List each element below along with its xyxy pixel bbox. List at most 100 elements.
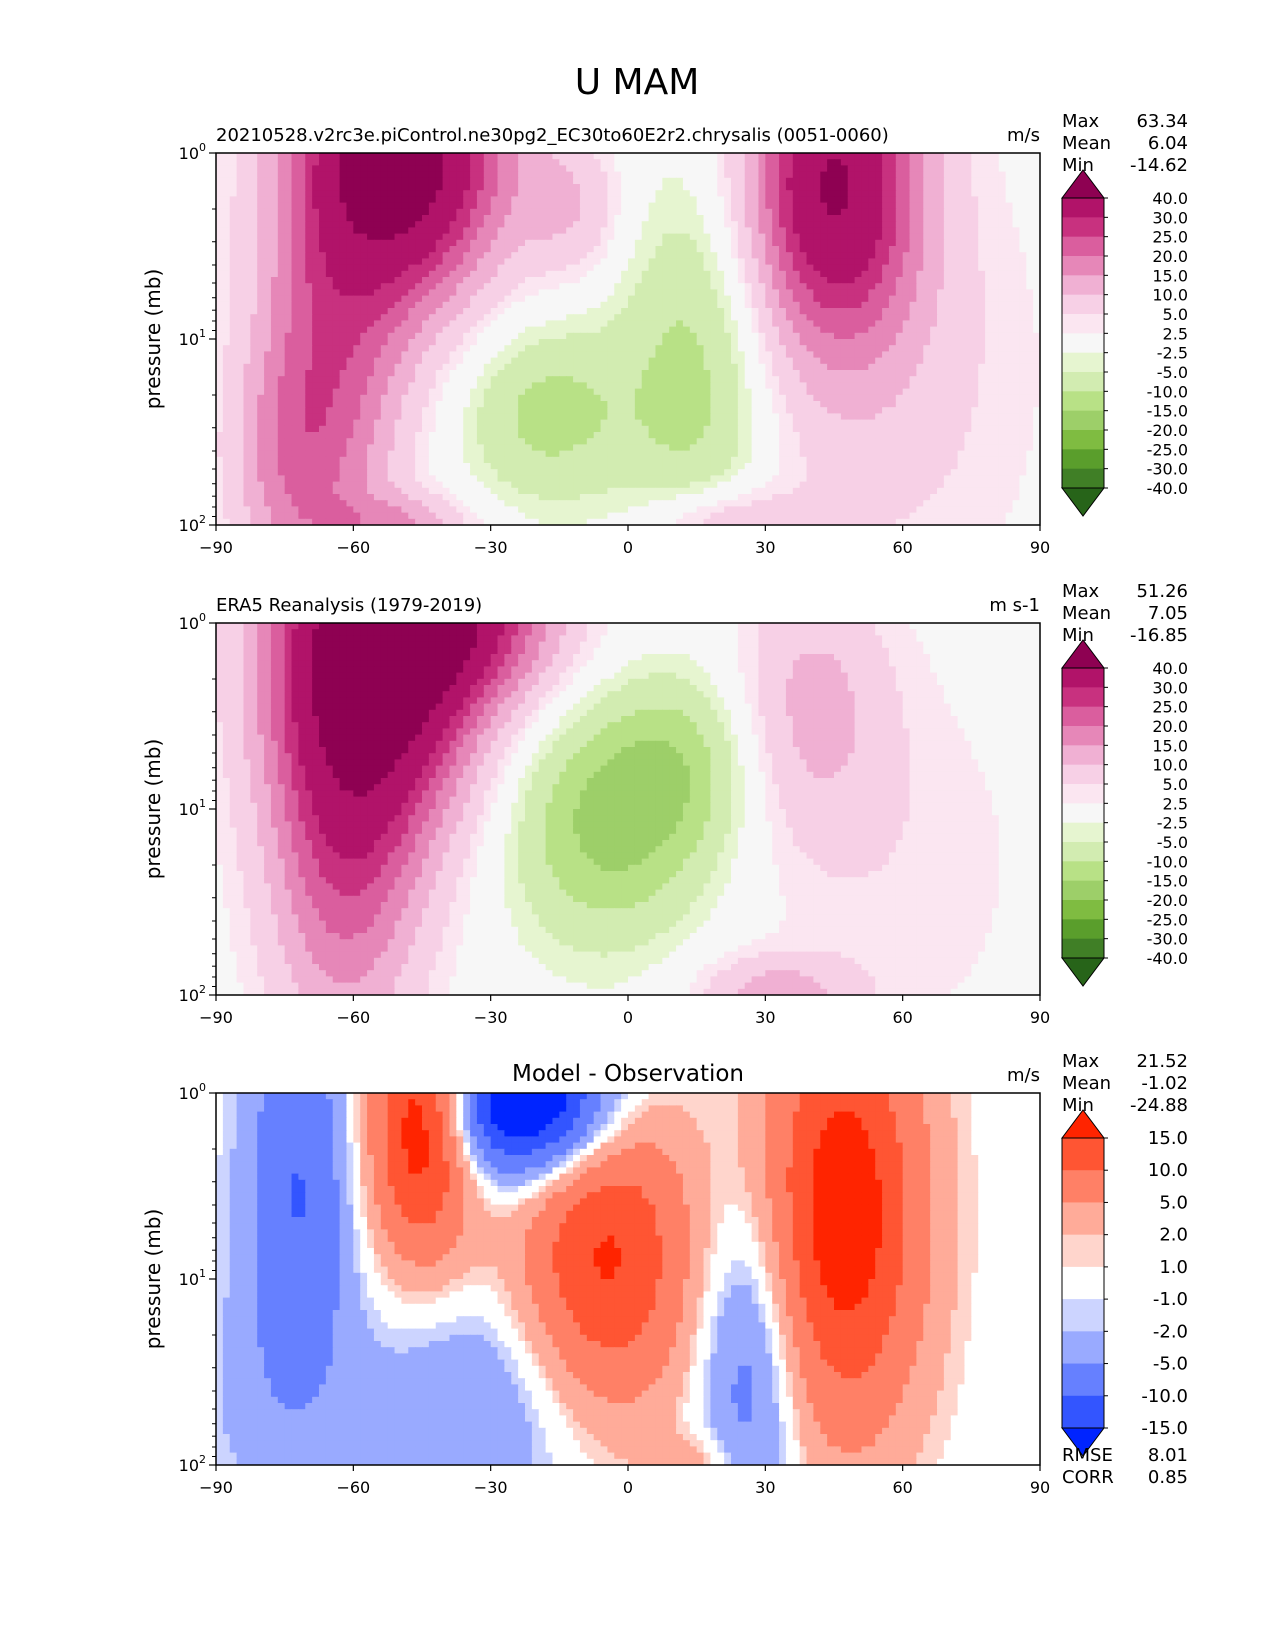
x-tick-label: 60 [892, 1008, 912, 1027]
panel-title: 20210528.v2rc3e.piControl.ne30pg2_EC30to… [216, 125, 889, 146]
colorbar-label: 5.0 [1159, 1192, 1188, 1213]
colorbar-segment [1062, 391, 1104, 412]
colorbar-label: -2.5 [1157, 814, 1188, 833]
colorbar-label: 25.0 [1152, 698, 1188, 717]
y-tick-label: 102 [179, 1453, 206, 1475]
panel-title: Model - Observation [512, 1061, 744, 1087]
colorbar-label: 30.0 [1152, 208, 1188, 227]
colorbar-segment [1062, 764, 1104, 785]
colorbar-label: 10.0 [1152, 756, 1188, 775]
metric-label: CORR [1062, 1467, 1114, 1488]
stat-value: -1.02 [1141, 1073, 1188, 1094]
colorbar-segment [1062, 842, 1104, 862]
stat-value: 7.05 [1148, 603, 1188, 624]
colorbar-label: 40.0 [1152, 659, 1188, 678]
colorbar-label: -10.0 [1141, 1386, 1188, 1407]
colorbar-segment [1062, 217, 1104, 238]
stat-label: Min [1062, 1095, 1094, 1116]
colorbar-label: 20.0 [1152, 717, 1188, 736]
stat-value: 51.26 [1136, 581, 1188, 602]
units-label: m/s [1007, 1065, 1040, 1086]
colorbar-segment [1062, 372, 1104, 392]
x-tick-label: 90 [1030, 538, 1050, 557]
colorbar-segment [1062, 822, 1104, 843]
y-tick-label: 100 [179, 141, 206, 163]
colorbar-segment [1062, 294, 1104, 315]
x-tick-label: 30 [755, 1008, 775, 1027]
stat-value: 21.52 [1136, 1051, 1188, 1072]
y-tick-label: 101 [179, 1267, 206, 1289]
stat-value: 63.34 [1136, 111, 1188, 132]
colorbar-extend-min [1061, 487, 1105, 517]
stat-value: 6.04 [1148, 133, 1188, 154]
colorbar-label: 25.0 [1152, 228, 1188, 247]
colorbar-label: 15.0 [1152, 736, 1188, 755]
x-tick-label: 60 [892, 1478, 912, 1497]
colorbar-segment [1062, 745, 1104, 766]
x-tick-label: −60 [336, 538, 370, 557]
y-tick-label: 102 [179, 513, 206, 535]
x-tick-label: 90 [1030, 1008, 1050, 1027]
colorbar-label: -30.0 [1147, 460, 1188, 479]
stat-label: Max [1062, 581, 1100, 602]
x-tick-label: 0 [623, 538, 633, 557]
colorbar-label: -5.0 [1157, 833, 1188, 852]
colorbar-extend-min [1061, 957, 1105, 987]
colorbar-segment [1062, 430, 1104, 450]
stat-label: Min [1062, 155, 1094, 176]
colorbar: 15.0 10.0 5.0 2.0 1.0 -1.0 -2.0 -5.0 -10.0 -15.0 [1061, 1109, 1188, 1457]
colorbar-label: -40.0 [1147, 479, 1188, 498]
x-tick-label: 90 [1030, 1478, 1050, 1497]
x-tick-label: −90 [199, 538, 233, 557]
colorbar-segment [1062, 1202, 1104, 1236]
y-axis-label: pressure (mb) [141, 1209, 165, 1350]
colorbar-segment [1062, 236, 1104, 257]
colorbar-label: 5.0 [1163, 775, 1188, 794]
units-label: m/s [1007, 125, 1040, 146]
x-tick-label: −90 [199, 1008, 233, 1027]
colorbar-segment [1062, 668, 1104, 688]
stat-label: Mean [1062, 133, 1111, 154]
colorbar-label: -15.0 [1141, 1418, 1188, 1439]
colorbar-segment [1062, 687, 1104, 708]
stat-label: Max [1062, 111, 1100, 132]
colorbar-segment [1062, 410, 1104, 431]
colorbar-label: -15.0 [1147, 872, 1188, 891]
panel-1: 20210528.v2rc3e.piControl.ne30pg2_EC30to… [141, 111, 1188, 557]
colorbar-label: 40.0 [1152, 189, 1188, 208]
stat-value: -16.85 [1130, 625, 1188, 646]
contour-field [216, 1093, 1040, 1465]
y-axis-label: pressure (mb) [141, 269, 165, 410]
colorbar-label: 10.0 [1148, 1160, 1188, 1181]
colorbar-segment [1062, 352, 1104, 373]
y-tick-label: 100 [179, 1081, 206, 1103]
x-tick-label: −60 [336, 1008, 370, 1027]
x-tick-label: −30 [474, 538, 508, 557]
stat-label: Max [1062, 1051, 1100, 1072]
colorbar-label: -2.5 [1157, 344, 1188, 363]
colorbar-label: -2.0 [1153, 1321, 1188, 1342]
x-tick-label: −60 [336, 1478, 370, 1497]
colorbar-segment [1062, 706, 1104, 727]
metric-label: RMSE [1062, 1445, 1113, 1466]
colorbar-frame [1061, 197, 1105, 489]
colorbar-segment [1062, 314, 1104, 334]
colorbar-segment [1062, 449, 1104, 470]
stat-label: Mean [1062, 1073, 1111, 1094]
metric-value: 8.01 [1148, 1445, 1188, 1466]
colorbar-frame [1061, 1137, 1105, 1429]
panel-3: Model - Observation m/s −90 −60 −30 0 30 60 90 10… [141, 1051, 1188, 1497]
stat-value: -24.88 [1130, 1095, 1188, 1116]
colorbar-label: 15.0 [1152, 266, 1188, 285]
colorbar-label: 20.0 [1152, 247, 1188, 266]
colorbar-segment [1062, 784, 1104, 804]
colorbar-segment [1062, 1234, 1104, 1268]
colorbar-label: -15.0 [1147, 402, 1188, 421]
y-tick-label: 101 [179, 797, 206, 819]
x-tick-label: −30 [474, 1008, 508, 1027]
contour-field [216, 153, 1040, 525]
colorbar-segment [1062, 900, 1104, 920]
panel-title: ERA5 Reanalysis (1979-2019) [216, 595, 482, 616]
colorbar: 40.030.025.020.015.010.05.02.5-2.5-5.0-1… [1061, 169, 1188, 517]
